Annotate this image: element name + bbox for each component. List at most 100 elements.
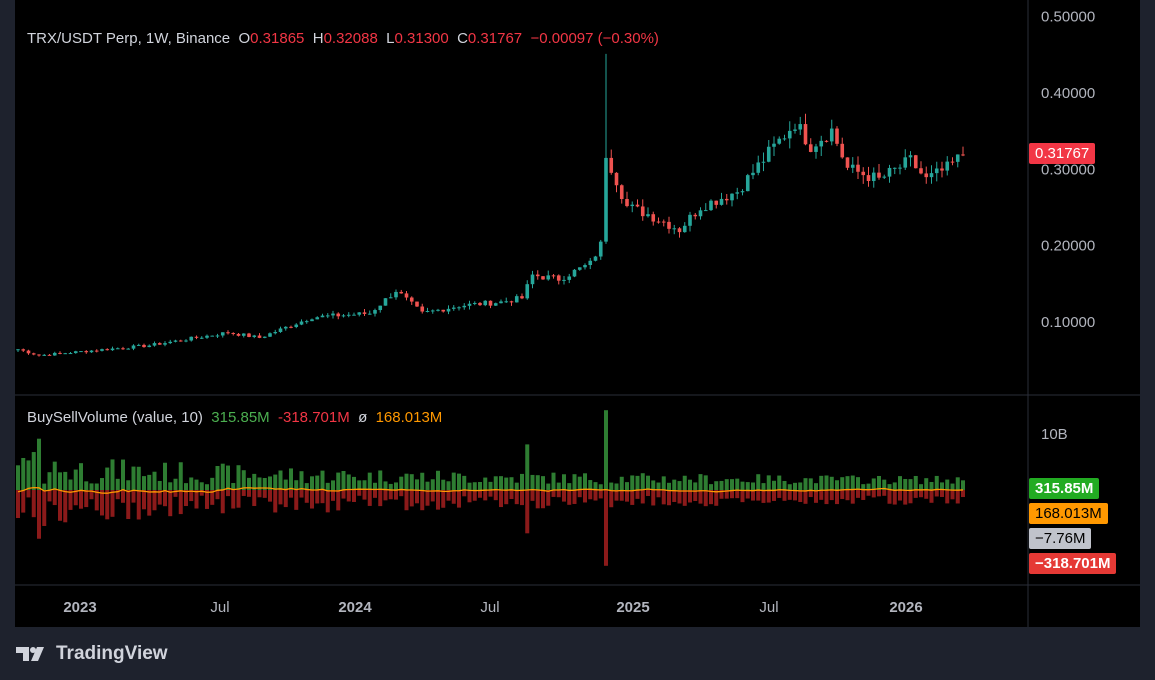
sell-volume-bar bbox=[856, 490, 860, 498]
buy-volume-bar bbox=[651, 480, 656, 490]
sell-volume-bar bbox=[394, 490, 398, 500]
candle-body bbox=[346, 314, 351, 316]
buy-volume-bar bbox=[184, 483, 188, 490]
buy-volume-bar bbox=[352, 476, 356, 490]
candle-body bbox=[856, 164, 860, 172]
buy-volume-bar bbox=[509, 477, 514, 490]
tradingview-logo[interactable]: TradingView bbox=[16, 643, 168, 665]
candle-body bbox=[798, 124, 803, 130]
buy-volume-bar bbox=[772, 480, 776, 490]
buy-volume-bar bbox=[331, 480, 335, 490]
sell-volume-bar bbox=[504, 490, 509, 505]
candle-body bbox=[367, 313, 372, 315]
sell-volume-bar bbox=[567, 490, 572, 505]
candle-body bbox=[446, 308, 451, 312]
buy-volume-bar bbox=[835, 480, 839, 490]
buy-volume-bar bbox=[462, 475, 467, 490]
sell-volume-bar bbox=[745, 490, 750, 499]
candle-body bbox=[42, 354, 47, 356]
buy-volume-bar bbox=[871, 478, 876, 490]
candle-body bbox=[577, 267, 582, 270]
sell-volume-bar bbox=[793, 490, 797, 501]
buy-volume-bar bbox=[241, 470, 246, 490]
candle-body bbox=[929, 173, 934, 178]
candle-body bbox=[751, 172, 755, 176]
sell-volume-bar bbox=[310, 490, 314, 509]
sell-volume-bar bbox=[614, 490, 619, 501]
buy-volume-bar bbox=[640, 473, 645, 490]
sell-volume-bar bbox=[383, 490, 388, 501]
sell-volume-bar bbox=[210, 490, 215, 505]
buy-volume-bar bbox=[325, 482, 330, 490]
candle-body bbox=[58, 352, 62, 354]
sell-volume-bar bbox=[903, 490, 908, 505]
buy-volume-bar bbox=[73, 469, 78, 490]
candle-body bbox=[604, 157, 608, 242]
candle-body bbox=[478, 302, 482, 306]
indicator-name[interactable]: BuySellVolume (value, 10) bbox=[27, 409, 203, 426]
buy-volume-bar bbox=[94, 483, 99, 490]
sell-volume-bar bbox=[110, 490, 115, 517]
candle-body bbox=[714, 200, 719, 205]
candle-body bbox=[163, 343, 167, 345]
buy-volume-bar bbox=[782, 480, 787, 490]
buy-volume-bar bbox=[541, 476, 545, 490]
candle-body bbox=[693, 214, 698, 217]
sell-volume-bar bbox=[840, 490, 845, 499]
candle-body bbox=[866, 175, 871, 182]
buy-volume-bar bbox=[777, 475, 782, 490]
candle-body bbox=[226, 332, 230, 334]
buy-volume-bar bbox=[798, 482, 803, 490]
sell-volume-bar bbox=[415, 490, 419, 504]
buy-volume-bar bbox=[724, 479, 729, 490]
candle-body bbox=[299, 321, 304, 325]
symbol-name[interactable]: TRX/USDT Perp, 1W, Binance bbox=[27, 30, 231, 47]
sell-volume-bar bbox=[184, 490, 188, 507]
buy-volume-bar bbox=[294, 480, 299, 490]
sell-volume-bar bbox=[756, 490, 761, 501]
low-value: 0.31300 bbox=[394, 30, 449, 47]
candle-body bbox=[782, 138, 787, 140]
sell-volume-bar bbox=[241, 490, 246, 496]
candle-body bbox=[136, 344, 141, 346]
sell-volume-bar bbox=[593, 490, 598, 501]
candle-body bbox=[315, 317, 320, 320]
last-price-tag: 0.31767 bbox=[1029, 143, 1096, 164]
price-tick: 0.10000 bbox=[1041, 314, 1095, 331]
candle-body bbox=[220, 332, 225, 336]
candle-body bbox=[110, 348, 115, 351]
buy-volume-bar bbox=[829, 476, 834, 490]
buy-volume-bar bbox=[525, 444, 530, 490]
chart-frame[interactable]: 0.50000 0.40000 0.30000 0.20000 0.10000 10B 20… bbox=[15, 0, 1140, 627]
buy-volume-bar bbox=[955, 477, 960, 490]
candle-body bbox=[803, 124, 808, 145]
chart-canvas[interactable]: 0.50000 0.40000 0.30000 0.20000 0.10000 10B 20… bbox=[15, 0, 1140, 627]
candle-body bbox=[625, 199, 629, 207]
candle-body bbox=[724, 198, 729, 201]
sell-volume-bar bbox=[551, 490, 556, 497]
candle-body bbox=[488, 300, 493, 306]
sell-volume-bar bbox=[493, 490, 498, 501]
buy-volume-bar bbox=[520, 473, 524, 490]
candle-body bbox=[677, 228, 682, 233]
buy-volume-bar bbox=[268, 476, 272, 490]
buy-volume-bar bbox=[105, 467, 110, 490]
candle-body bbox=[21, 349, 26, 351]
sell-volume-bar bbox=[100, 490, 104, 516]
buy-volume-bar bbox=[126, 480, 131, 490]
candle-body bbox=[619, 185, 624, 200]
candle-body bbox=[420, 306, 425, 312]
open-value: 0.31865 bbox=[250, 30, 305, 47]
candle-body bbox=[640, 206, 645, 217]
buy-volume-bar bbox=[178, 462, 183, 490]
sell-volume-bar bbox=[126, 490, 131, 520]
sell-volume-bar bbox=[457, 490, 461, 508]
buy-volume-bar bbox=[614, 483, 619, 490]
sell-volume-bar bbox=[940, 490, 944, 497]
buy-volume-bar bbox=[299, 471, 304, 490]
sell-volume-bar bbox=[84, 490, 89, 508]
buy-volume-bar bbox=[131, 466, 136, 490]
sell-volume-bar bbox=[609, 490, 614, 508]
candle-body bbox=[740, 191, 745, 193]
candle-body bbox=[373, 310, 377, 314]
